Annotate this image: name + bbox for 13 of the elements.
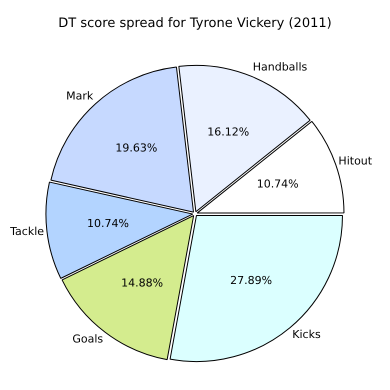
data-label: 19.63% [115, 142, 158, 155]
data-label: 10.74% [256, 178, 299, 191]
data-label: 27.89% [230, 274, 272, 287]
data-label: 16.12% [207, 126, 250, 139]
data-label: 10.74% [87, 216, 129, 230]
slice-label: Hitout [338, 154, 373, 168]
slice-label: Tackle [9, 225, 44, 238]
slice-label: Kicks [292, 328, 321, 342]
slice-label: Mark [66, 89, 94, 102]
chart-title: DT score spread for Tyrone Vickery (2011) [58, 16, 332, 32]
slice-label: Goals [72, 332, 104, 346]
data-label: 14.88% [121, 276, 164, 290]
slice-label: Handballs [252, 60, 308, 74]
